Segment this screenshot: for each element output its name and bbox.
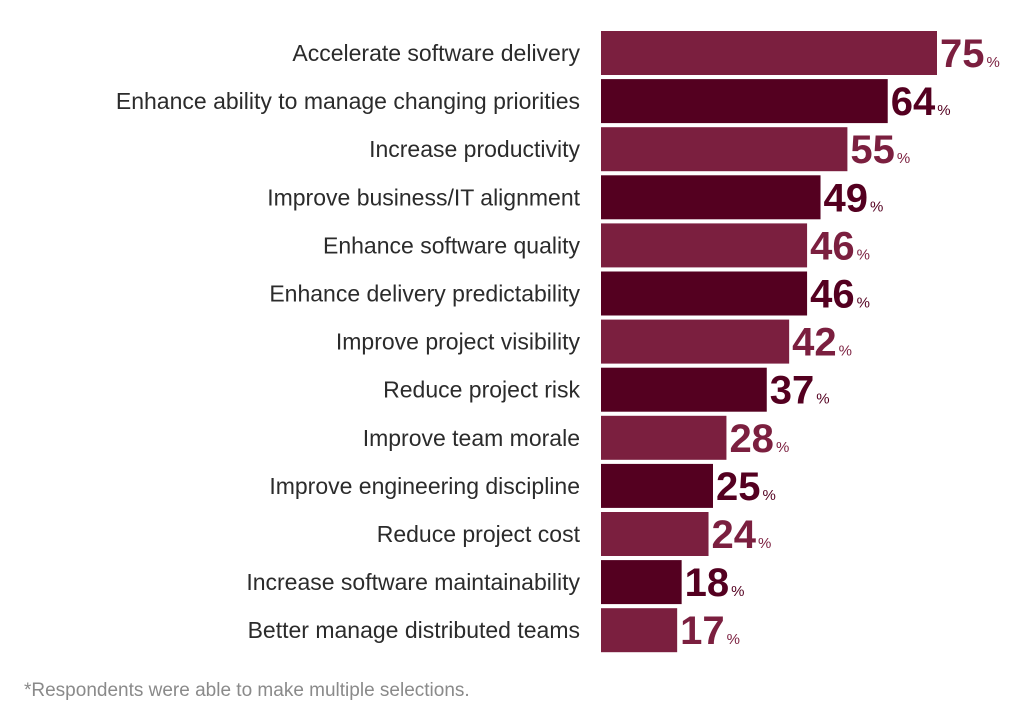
bar: [601, 127, 848, 172]
category-label: Increase productivity: [369, 136, 580, 162]
data-label: 28%: [729, 417, 789, 461]
data-label: 49%: [824, 176, 884, 220]
data-label: 64%: [891, 80, 951, 124]
data-label: 46%: [810, 224, 870, 268]
data-label: 55%: [850, 128, 910, 172]
bar: [601, 271, 808, 316]
category-label: Improve project visibility: [336, 329, 581, 355]
category-label: Improve business/IT alignment: [267, 184, 580, 210]
category-label: Reduce project risk: [383, 377, 580, 403]
data-label: 46%: [810, 273, 870, 317]
bar: [601, 319, 790, 364]
category-label: Enhance delivery predictability: [269, 281, 580, 307]
data-label: 24%: [712, 513, 772, 557]
bar: [601, 415, 727, 460]
category-label: Reduce project cost: [377, 521, 581, 547]
category-label: Enhance ability to manage changing prior…: [116, 88, 580, 114]
data-label: 25%: [716, 465, 776, 509]
category-label: Enhance software quality: [323, 232, 580, 258]
category-label: Accelerate software delivery: [292, 40, 580, 66]
bar: [601, 223, 808, 268]
bar: [601, 175, 821, 220]
bar: [601, 512, 709, 556]
category-label: Improve team morale: [363, 425, 580, 451]
bar: [601, 463, 713, 508]
footnote: *Respondents were able to make multiple …: [24, 680, 470, 701]
bar: [601, 367, 767, 412]
category-label: Increase software maintainability: [246, 569, 580, 595]
bar: [601, 608, 678, 653]
bar: [601, 560, 682, 605]
data-label: 37%: [770, 369, 830, 413]
bar: [601, 31, 937, 75]
data-label: 75%: [940, 32, 1000, 76]
category-label: Better manage distributed teams: [248, 617, 580, 643]
data-label: 42%: [792, 321, 852, 365]
data-label: 17%: [680, 609, 740, 653]
bar: [601, 79, 888, 124]
data-label: 18%: [685, 561, 745, 605]
category-label: Improve engineering discipline: [269, 473, 580, 499]
